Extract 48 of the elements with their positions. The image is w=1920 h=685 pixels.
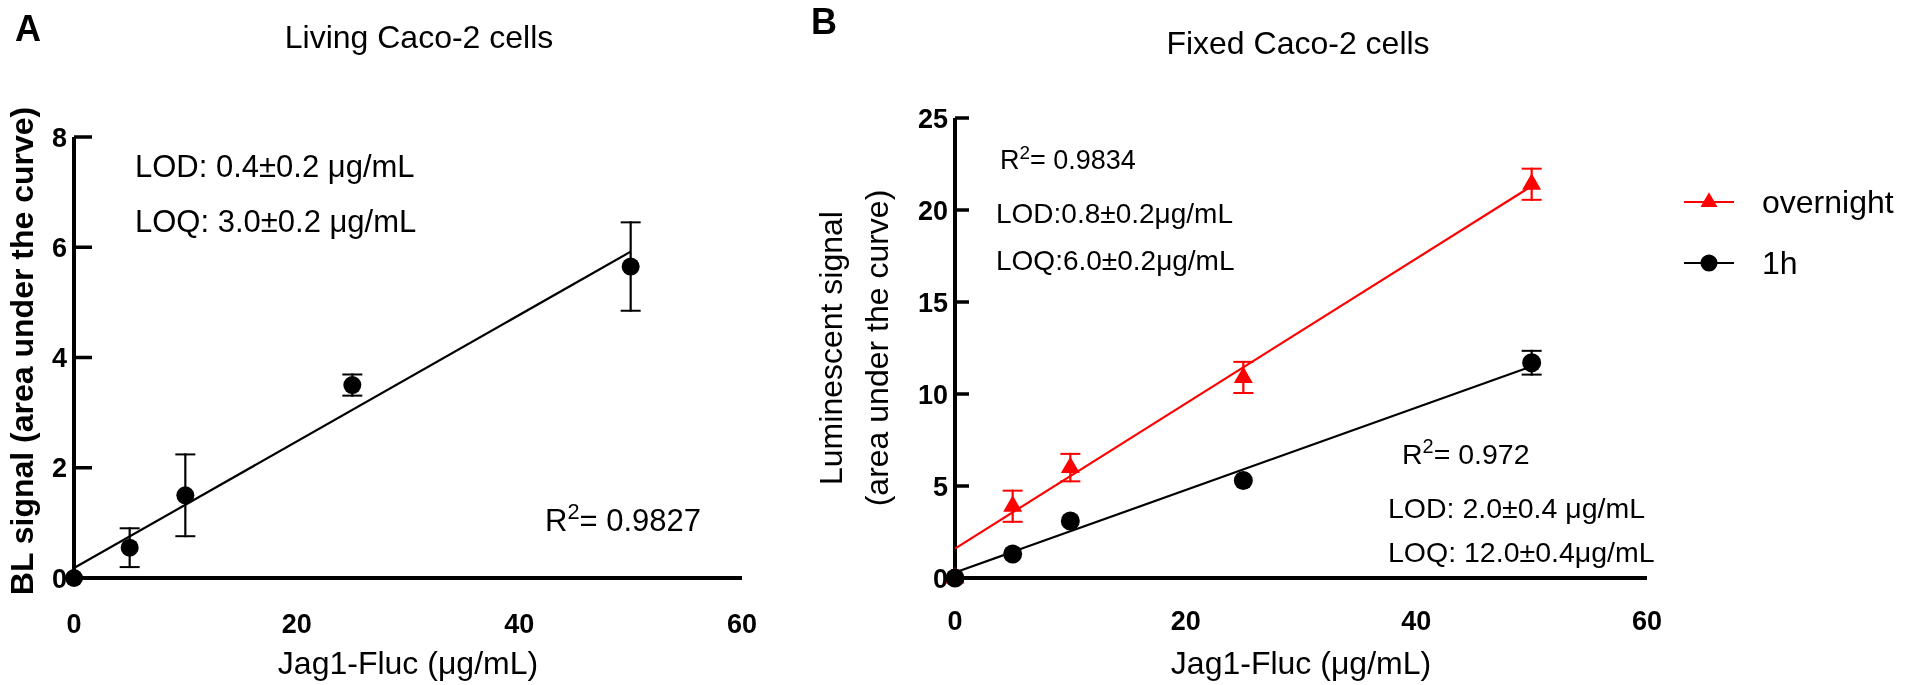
annotation: LOD:0.8±0.2μg/mL (996, 198, 1233, 229)
y-tick-label: 0 (932, 563, 948, 594)
annotation: LOD: 0.4±0.2 μg/mL (135, 149, 415, 184)
point (176, 486, 195, 505)
point (621, 257, 640, 276)
x-tick-label: 40 (504, 609, 535, 639)
point (65, 569, 83, 587)
point (120, 538, 139, 557)
point (945, 568, 965, 588)
y-tick-label: 10 (917, 379, 948, 410)
text: A (15, 8, 41, 49)
y-tick-label: 2 (51, 453, 67, 484)
y-tick-label: 0 (51, 563, 67, 594)
annotation: R$^{2}$= 0.9827 (545, 498, 701, 538)
annotation: R$^{2}$= 0.972 (1402, 435, 1530, 470)
x-tick-label: 40 (1401, 606, 1432, 636)
y-tick-label: 5 (932, 471, 948, 502)
annotation: LOQ: 12.0±0.4μg/mL (1388, 536, 1655, 568)
y-tick-label: 25 (917, 103, 948, 134)
point (1522, 173, 1542, 190)
point (1522, 353, 1542, 373)
y-tick-label: 15 (917, 287, 948, 318)
x-axis-title: Jag1-Fluc (μg/mL) (277, 645, 539, 681)
point (1060, 511, 1080, 531)
x-axis-title: Jag1-Fluc (μg/mL) (1170, 645, 1432, 681)
y-axis-title: Luminescent signal (area under the curve) (813, 189, 895, 507)
y-tick-label: 6 (51, 232, 67, 263)
annotation: R$^{2}$= 0.9834 (1000, 141, 1136, 175)
y-tick-label: 8 (51, 122, 67, 153)
x-tick-label: 60 (1631, 606, 1663, 636)
point (1060, 456, 1080, 474)
chart-title: Fixed Caco-2 cells (1166, 25, 1430, 61)
point (1003, 544, 1023, 564)
annotation: LOQ: 3.0±0.2 μg/mL (135, 204, 417, 239)
x-tick-label: 20 (281, 609, 312, 639)
text: B (811, 1, 837, 42)
y-tick-label: 4 (51, 343, 67, 374)
legend-label: 1h (1762, 245, 1798, 281)
y-axis-title: BL signal (area under the curve) (4, 106, 40, 596)
x-tick-label: 20 (1170, 606, 1201, 636)
y-tick-label: 20 (917, 195, 948, 226)
point (1233, 366, 1253, 383)
chart-title: Living Caco-2 cells (284, 19, 554, 55)
legend-label: overnight (1762, 184, 1894, 220)
annotation: LOQ:6.0±0.2μg/mL (996, 245, 1235, 276)
x-tick-label: 60 (726, 609, 758, 639)
point (1233, 471, 1253, 490)
annotation: LOD: 2.0±0.4 μg/mL (1388, 492, 1646, 524)
